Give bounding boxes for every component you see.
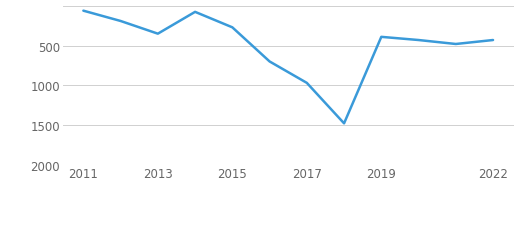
Line: Overall Testing Rank of North Royalton High School: Overall Testing Rank of North Royalton H…: [83, 12, 493, 124]
Overall Testing Rank of North Royalton High School: [192, 11, 198, 14]
Overall Testing Rank of North Royalton High School: [378, 36, 385, 39]
Overall Testing Rank of North Royalton High School: [80, 10, 86, 13]
Overall Testing Rank of North Royalton High School: [341, 123, 347, 125]
Overall Testing Rank of North Royalton High School: [117, 21, 124, 23]
Overall Testing Rank of North Royalton High School: [229, 27, 235, 30]
Overall Testing Rank of North Royalton High School: [490, 39, 496, 42]
Overall Testing Rank of North Royalton High School: [416, 39, 422, 42]
Overall Testing Rank of North Royalton High School: [304, 82, 310, 85]
Legend: Overall Testing Rank of North Royalton High School: Overall Testing Rank of North Royalton H…: [116, 228, 460, 229]
Overall Testing Rank of North Royalton High School: [453, 44, 459, 46]
Overall Testing Rank of North Royalton High School: [155, 33, 161, 36]
Overall Testing Rank of North Royalton High School: [266, 61, 272, 63]
